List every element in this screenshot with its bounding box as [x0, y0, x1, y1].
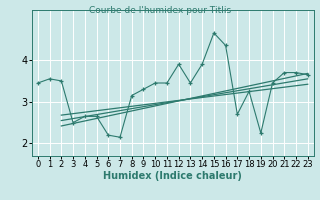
X-axis label: Humidex (Indice chaleur): Humidex (Indice chaleur)	[103, 171, 242, 181]
Text: Courbe de l'humidex pour Titlis: Courbe de l'humidex pour Titlis	[89, 6, 231, 15]
